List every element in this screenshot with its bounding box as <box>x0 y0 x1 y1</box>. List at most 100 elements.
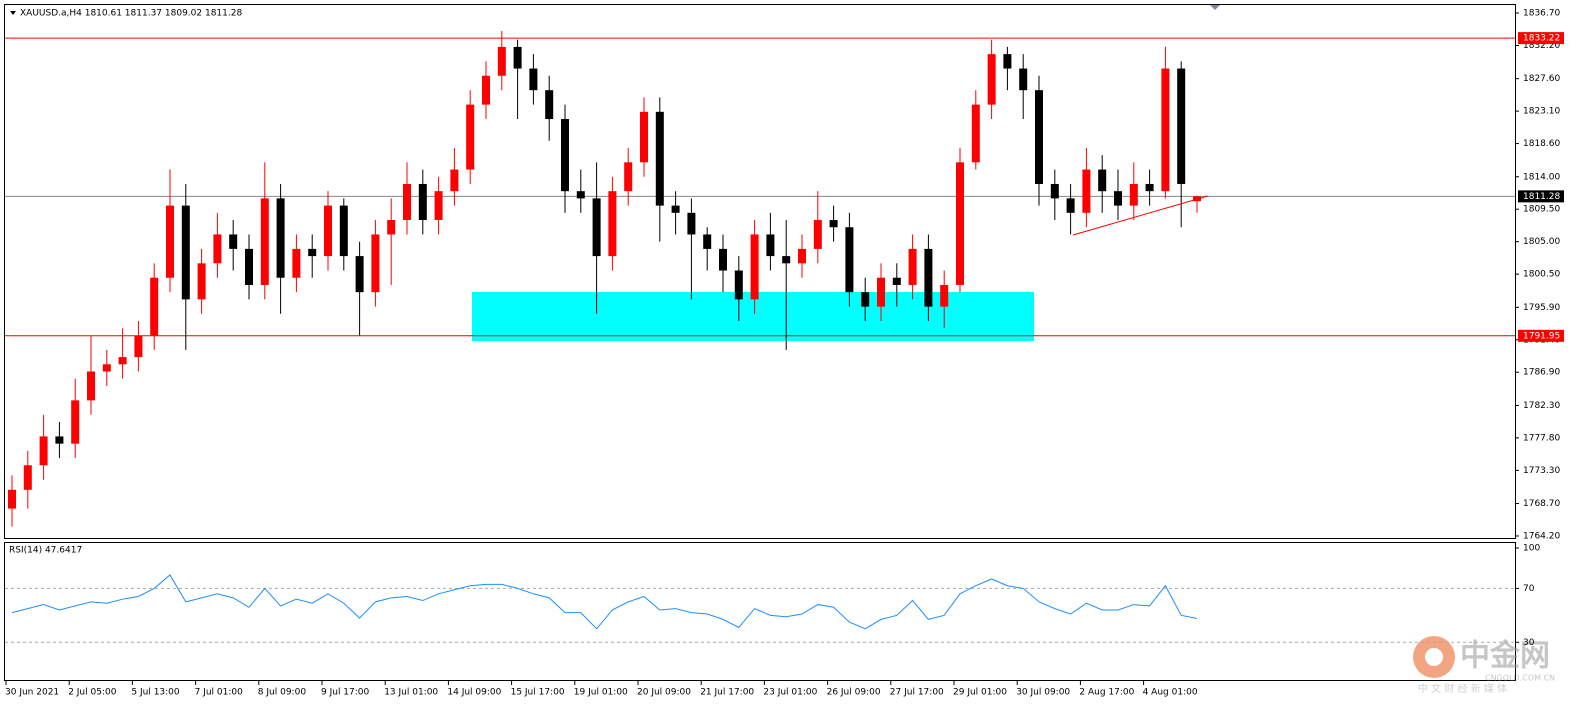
candle-body <box>324 205 332 257</box>
rsi-y-tick-label: 100 <box>1523 544 1540 554</box>
candle-body <box>418 183 427 221</box>
candle-body <box>387 220 396 235</box>
candle-body <box>908 248 917 285</box>
candle-body <box>8 489 16 509</box>
x-tick-label: 15 Jul 17:00 <box>511 688 565 698</box>
candle-body <box>245 248 253 285</box>
y-tick-label: 1773.30 <box>1523 466 1560 476</box>
candle-body <box>703 234 712 249</box>
candle-body <box>1082 169 1091 213</box>
candle-body <box>798 248 806 264</box>
candle-body <box>719 248 727 271</box>
candle-body <box>576 191 585 199</box>
price-label: 1833.22 <box>1523 34 1560 44</box>
brand: 中金网 <box>1460 639 1550 674</box>
rsi-y-tick-label: 30 <box>1523 638 1535 648</box>
candle-body <box>861 292 870 307</box>
candle-body <box>924 248 933 307</box>
rsi-line <box>11 574 1198 630</box>
candle-body <box>1050 183 1059 199</box>
candle-body <box>229 234 238 249</box>
candle-body <box>497 46 506 76</box>
candle-body <box>71 400 80 444</box>
price-label: 1791.95 <box>1523 331 1560 341</box>
candle-body <box>529 68 538 91</box>
candle-body <box>118 357 127 365</box>
y-tick-label: 1809.50 <box>1523 205 1560 215</box>
candle-body <box>23 465 32 490</box>
candle-body <box>734 270 743 300</box>
candle-body <box>403 183 411 221</box>
x-tick-label: 14 Jul 09:00 <box>447 688 501 698</box>
candle-body <box>292 248 301 278</box>
y-tick-label: 1800.50 <box>1523 270 1560 280</box>
candle-body <box>1098 169 1107 192</box>
y-tick-label: 1782.30 <box>1523 401 1560 411</box>
candle-body <box>750 234 759 300</box>
price-label: 1811.28 <box>1523 192 1560 202</box>
x-tick-label: 7 Jul 01:00 <box>195 688 244 698</box>
candle-body <box>892 277 901 285</box>
candle-body <box>545 90 554 120</box>
candle-body <box>55 436 64 444</box>
y-tick-label: 1836.70 <box>1523 9 1560 19</box>
main-frame <box>4 4 1516 539</box>
candle-body <box>466 104 475 170</box>
candle-body <box>134 335 143 358</box>
y-tick-label: 1827.60 <box>1523 74 1560 84</box>
x-tick-label: 30 Jun 2021 <box>5 688 59 698</box>
menu-arrow <box>10 11 16 15</box>
candle-body <box>608 191 617 257</box>
candle-body <box>782 256 791 264</box>
rsi-y-tick-label: 70 <box>1523 584 1535 594</box>
candle-body <box>813 220 822 249</box>
candle-body <box>1161 68 1170 192</box>
price-label-box <box>1518 329 1564 342</box>
x-tick-label: 2 Jul 05:00 <box>68 688 117 698</box>
candle-body <box>845 227 854 293</box>
candle-body <box>197 263 206 300</box>
candle-body <box>971 104 980 163</box>
shift-marker <box>1210 5 1220 10</box>
candle-body <box>1066 198 1075 213</box>
rsi-frame <box>4 542 1516 681</box>
x-tick-label: 23 Jul 01:00 <box>763 688 817 698</box>
candle-body <box>1114 191 1122 206</box>
x-tick-label: 9 Jul 17:00 <box>321 688 370 698</box>
y-tick-label: 1814.00 <box>1523 172 1560 182</box>
trendline <box>1072 195 1209 236</box>
x-tick-label: 5 Jul 13:00 <box>131 688 180 698</box>
x-tick-label: 8 Jul 09:00 <box>258 688 307 698</box>
site: CNGOLD.COM.CN <box>1485 674 1555 683</box>
candle-body <box>181 205 190 300</box>
candle-body <box>1145 183 1154 192</box>
candle-body <box>829 220 838 228</box>
candle-body <box>1177 68 1186 184</box>
candle-body <box>513 46 522 69</box>
candle-body <box>213 234 222 264</box>
candle-body <box>39 436 48 466</box>
y-tick-label: 1786.90 <box>1523 368 1560 378</box>
price-label-box <box>1518 190 1564 203</box>
y-tick-label: 1764.20 <box>1523 531 1560 541</box>
rsi-header: RSI(14) 47.6417 <box>9 546 82 556</box>
watermark: 中金网 CNGOLD.COM.CN 中 文 财 经 新 媒 体 <box>1413 636 1555 695</box>
y-tick-label: 1777.80 <box>1523 433 1560 443</box>
candle-body <box>624 162 633 192</box>
slogan: 中 文 财 经 新 媒 体 <box>1418 682 1507 695</box>
candle-body <box>1019 68 1028 91</box>
candle-body <box>371 234 380 293</box>
x-tick-label: 19 Jul 01:00 <box>574 688 628 698</box>
candle-body <box>655 111 664 206</box>
candle-body <box>687 212 696 235</box>
logo-inner <box>1425 648 1443 666</box>
candle-body <box>450 169 459 192</box>
candle-body <box>592 198 601 257</box>
candle-body <box>150 277 159 336</box>
y-tick-label: 1795.90 <box>1523 303 1560 313</box>
candle-body <box>276 198 285 278</box>
candle-body <box>482 75 490 105</box>
price-label-box <box>1518 32 1564 45</box>
candle-body <box>260 198 269 285</box>
